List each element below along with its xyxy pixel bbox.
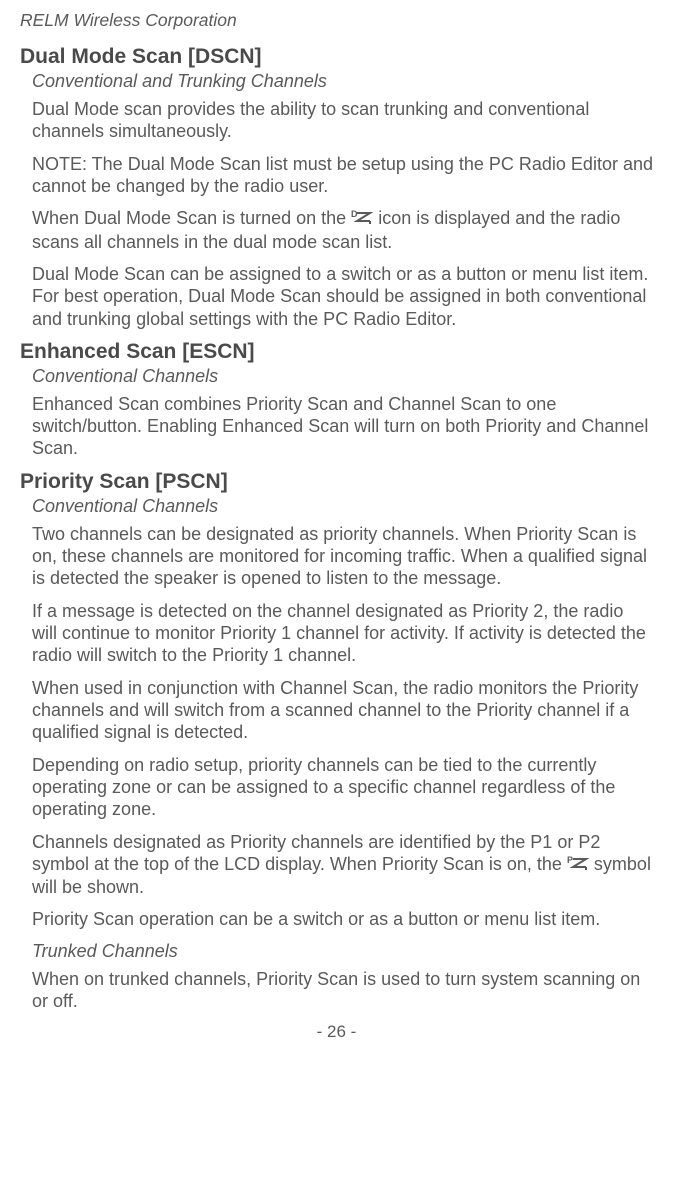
- svg-text:P: P: [567, 855, 573, 865]
- section-heading: Enhanced Scan [ESCN]: [20, 340, 653, 364]
- paragraph: When on trunked channels, Priority Scan …: [32, 968, 653, 1013]
- section-subhead: Conventional Channels: [32, 366, 653, 387]
- section-subhead: Conventional Channels: [32, 496, 653, 517]
- paragraph: Dual Mode scan provides the ability to s…: [32, 98, 653, 143]
- text-run: When Dual Mode Scan is turned on the: [32, 208, 351, 228]
- paragraph: NOTE: The Dual Mode Scan list must be se…: [32, 153, 653, 198]
- paragraph: When Dual Mode Scan is turned on the D i…: [32, 207, 653, 253]
- text-run: Channels designated as Priority channels…: [32, 832, 600, 874]
- page-number: - 26 -: [20, 1022, 653, 1042]
- section-subhead: Trunked Channels: [32, 941, 653, 962]
- brand-line: RELM Wireless Corporation: [20, 10, 653, 31]
- paragraph: Priority Scan operation can be a switch …: [32, 908, 653, 930]
- page-container: RELM Wireless Corporation Dual Mode Scan…: [0, 0, 673, 1052]
- scan-icon: D: [351, 208, 373, 230]
- paragraph: If a message is detected on the channel …: [32, 600, 653, 667]
- paragraph: Channels designated as Priority channels…: [32, 831, 653, 899]
- paragraph: When used in conjunction with Channel Sc…: [32, 677, 653, 744]
- scan-icon: P: [567, 854, 589, 876]
- paragraph: Two channels can be designated as priori…: [32, 523, 653, 590]
- section-heading: Dual Mode Scan [DSCN]: [20, 45, 653, 69]
- svg-text:D: D: [351, 209, 358, 219]
- paragraph: Depending on radio setup, priority chann…: [32, 754, 653, 821]
- paragraph: Dual Mode Scan can be assigned to a swit…: [32, 263, 653, 330]
- paragraph: Enhanced Scan combines Priority Scan and…: [32, 393, 653, 460]
- sections: Dual Mode Scan [DSCN]Conventional and Tr…: [20, 45, 653, 1012]
- section-heading: Priority Scan [PSCN]: [20, 470, 653, 494]
- section-subhead: Conventional and Trunking Channels: [32, 71, 653, 92]
